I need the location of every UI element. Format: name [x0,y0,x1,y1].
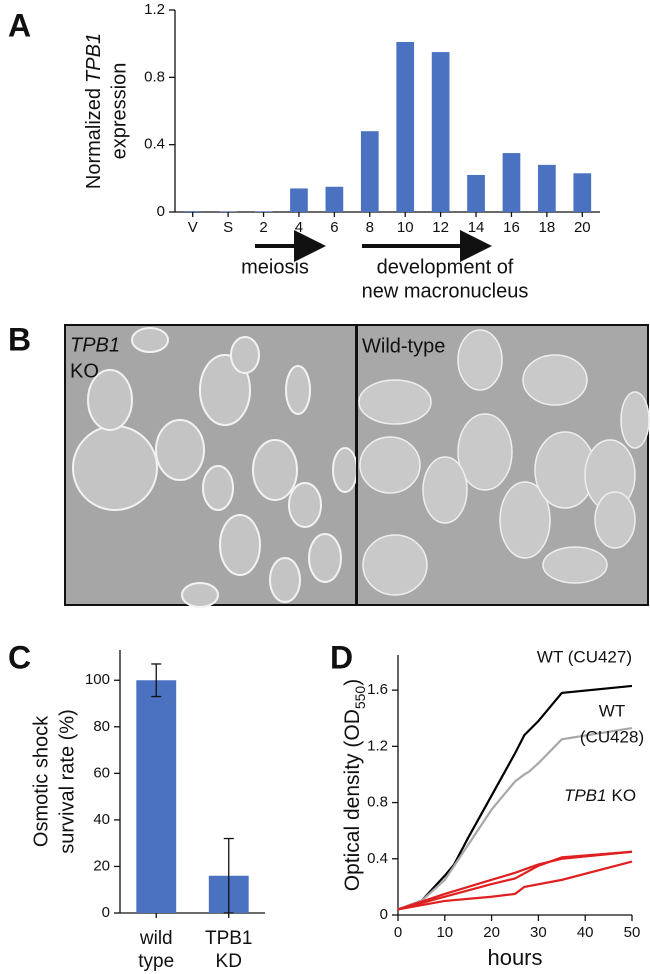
bar [396,41,415,212]
x-tick-label: 2 [259,219,267,236]
bar [467,174,485,212]
y-tick-label: 60 [93,764,110,781]
text-part: KO [611,786,636,805]
y-tick-label: 80 [93,718,110,735]
series-line [397,850,633,911]
y-tick-label: 40 [93,811,110,828]
legend-label: WT (CU427) [537,647,632,666]
y-tick-label: 0 [380,906,388,923]
y-tick-label: 100 [85,671,110,688]
x-tick-label: 6 [330,219,338,236]
image-label: KO [70,360,99,382]
y-tick-label: 20 [93,857,110,874]
x-tick-label: 0 [394,924,402,941]
annotation: (CU428) [580,727,644,746]
x-tick-label: 10 [397,219,414,236]
series-line [397,850,633,911]
y-tick-label: 0.8 [367,794,388,811]
series-line [397,684,633,911]
text-part: TPB1 [83,33,105,83]
y-tick-label: 0 [102,904,110,921]
annotation: development of [377,256,514,278]
panel-letter: C [8,639,31,675]
micrograph-ko [64,324,358,608]
y-tick-label: 1.6 [367,681,388,698]
x-tick-label: 10 [436,924,453,941]
x-tick-label: 4 [295,219,303,236]
bar [183,211,202,212]
annotation: TPB1 KO [564,786,636,805]
x-tick-label: 40 [577,924,594,941]
bar [573,173,592,212]
y-axis-label: Optical density (OD550) [341,679,368,891]
y-tick-label: 1.2 [367,737,388,754]
bar [136,680,177,913]
x-tick-label: 50 [624,924,641,941]
annotation: new macronucleus [362,280,529,302]
bar [431,52,450,213]
x-tick-label: 16 [503,219,520,236]
x-tick-label: 18 [539,219,556,236]
annotation: WT [599,701,625,720]
x-tick-label: wild type [138,928,174,972]
x-tick-label: 12 [432,219,449,236]
bar [219,211,237,212]
x-tick-label: 8 [366,219,374,236]
text-part: ) [341,679,364,686]
series-line [397,860,633,911]
y-tick-label: 0.4 [144,136,165,153]
text-part: Normalized [83,88,105,189]
x-tick-label: 14 [468,219,485,236]
y-tick-label: 0.8 [144,68,165,85]
bar [254,211,273,212]
text-part: Optical density (OD [341,709,364,891]
image-label: TPB1 [70,334,120,356]
bar [502,153,521,212]
image-label: Wild-type [362,335,445,357]
y-tick-label: 0.4 [367,850,388,867]
bar [360,131,379,212]
x-tick-label: 20 [574,219,591,236]
panel-letter: A [8,7,31,43]
x-tick-label: 20 [483,924,500,941]
bar [290,188,308,212]
panel-letter: B [8,321,31,357]
text-part: 550 [352,686,368,710]
micrograph-wt [356,324,650,606]
y-axis-label: expression [108,63,130,160]
x-tick-label: S [223,219,233,236]
y-axis-label: Normalized TPB1 [83,33,105,189]
x-axis-label: hours [487,945,542,970]
bar [325,186,344,212]
x-tick-label: TPB1 KD [205,928,253,972]
text-part: TPB1 [564,786,607,805]
panel-letter: D [330,639,353,675]
annotation: meiosis [241,256,309,278]
y-tick-label: 1.2 [144,1,165,18]
y-axis-label: survival rate (%) [56,709,78,853]
series-line [397,726,633,911]
y-axis-label: Osmotic shock [30,715,52,847]
bar [538,164,556,212]
x-tick-label: 30 [530,924,547,941]
y-tick-label: 0 [157,203,165,220]
x-tick-label: V [188,219,198,236]
